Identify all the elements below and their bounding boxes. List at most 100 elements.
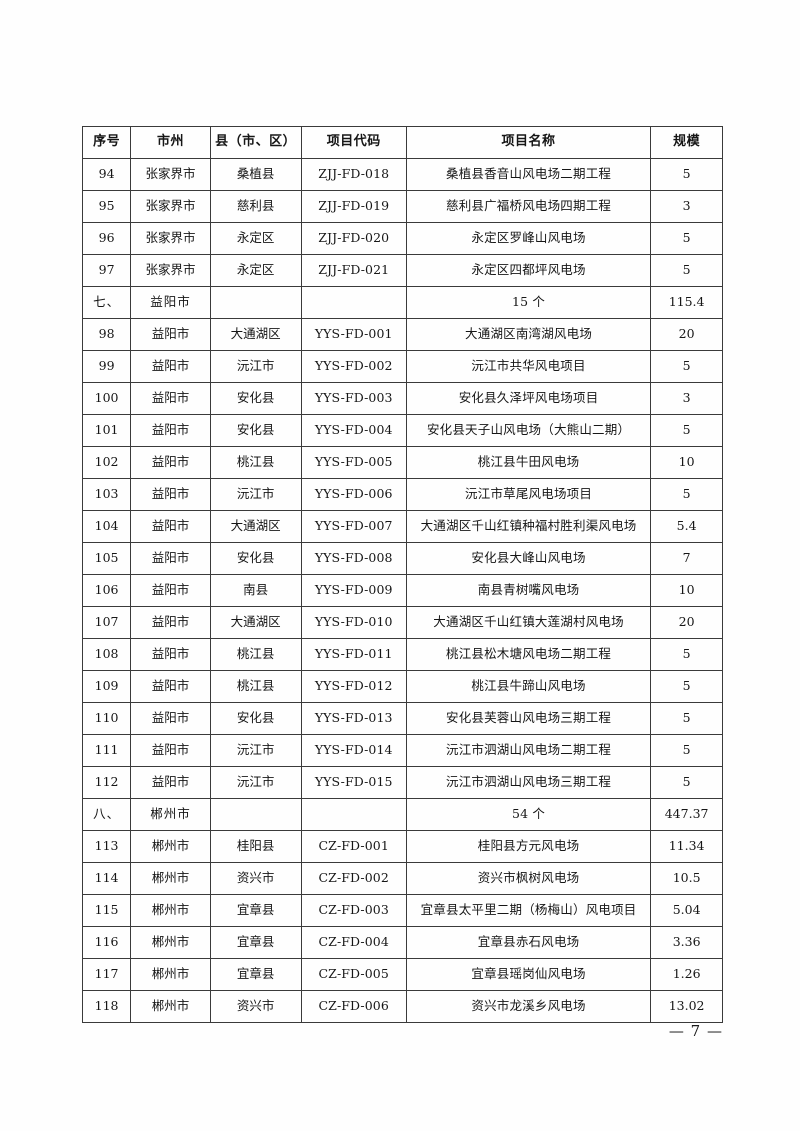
- table-row: 104 益阳市 大通湖区 YYS-FD-007 大通湖区千山红镇种福村胜利渠风电场 5.4: [81, 510, 723, 543]
- group-count: 54 个: [405, 798, 652, 831]
- cell-scale: 13.02: [650, 990, 723, 1023]
- cell-project-code: CZ-FD-002: [300, 862, 407, 895]
- cell-city: 益阳市: [130, 510, 211, 543]
- cell-sequence: 94: [81, 158, 132, 191]
- cell-project-code: YYS-FD-002: [300, 350, 407, 383]
- cell-city: 益阳市: [130, 414, 211, 447]
- table-row: 118 郴州市 资兴市 CZ-FD-006 资兴市龙溪乡风电场 13.02: [81, 990, 723, 1023]
- group-index: 七、: [81, 286, 132, 319]
- cell-sequence: 95: [81, 190, 132, 223]
- cell-project-code: CZ-FD-005: [300, 958, 407, 991]
- cell-project-code: CZ-FD-001: [300, 830, 407, 863]
- cell-scale: 20: [650, 606, 723, 639]
- table-row: 110 益阳市 安化县 YYS-FD-013 安化县芙蓉山风电场三期工程 5: [81, 702, 723, 735]
- cell-project-name: 沅江市共华风电项目: [405, 350, 652, 383]
- cell-city: 郴州市: [130, 862, 211, 895]
- cell-scale: 10: [650, 574, 723, 607]
- cell-project-name: 桂阳县方元风电场: [405, 830, 652, 863]
- cell-scale: 11.34: [650, 830, 723, 863]
- cell-project-name: 大通湖区千山红镇大莲湖村风电场: [405, 606, 652, 639]
- cell-scale: 1.26: [650, 958, 723, 991]
- cell-project-code: ZJJ-FD-019: [300, 190, 407, 223]
- group-total-scale: 447.37: [650, 798, 723, 831]
- cell-city: 益阳市: [130, 478, 211, 511]
- cell-project-name: 宜章县瑶岗仙风电场: [405, 958, 652, 991]
- table-group-row: 八、 郴州市 54 个 447.37: [81, 798, 723, 831]
- table-row: 116 郴州市 宜章县 CZ-FD-004 宜章县赤石风电场 3.36: [81, 926, 723, 959]
- cell-project-code: YYS-FD-005: [300, 446, 407, 479]
- cell-county: 南县: [209, 574, 302, 607]
- cell-sequence: 107: [81, 606, 132, 639]
- table-row: 99 益阳市 沅江市 YYS-FD-002 沅江市共华风电项目 5: [81, 350, 723, 383]
- cell-scale: 5: [650, 638, 723, 671]
- table-row: 117 郴州市 宜章县 CZ-FD-005 宜章县瑶岗仙风电场 1.26: [81, 958, 723, 991]
- table-row: 105 益阳市 安化县 YYS-FD-008 安化县大峰山风电场 7: [81, 542, 723, 575]
- group-index: 八、: [81, 798, 132, 831]
- cell-project-code: YYS-FD-010: [300, 606, 407, 639]
- cell-project-code: ZJJ-FD-020: [300, 222, 407, 255]
- cell-county: 永定区: [209, 254, 302, 287]
- column-header-city: 市州: [130, 126, 211, 159]
- cell-scale: 5: [650, 478, 723, 511]
- cell-county: 桂阳县: [209, 830, 302, 863]
- cell-county: 桑植县: [209, 158, 302, 191]
- cell-project-name: 桃江县牛田风电场: [405, 446, 652, 479]
- cell-city: 张家界市: [130, 222, 211, 255]
- table-body: 94 张家界市 桑植县 ZJJ-FD-018 桑植县香音山风电场二期工程 5 95 张家界市慈…: [81, 158, 723, 1023]
- cell-sequence: 96: [81, 222, 132, 255]
- column-header-project-name: 项目名称: [405, 126, 652, 159]
- cell-county: 桃江县: [209, 446, 302, 479]
- table-row: 101 益阳市 安化县 YYS-FD-004 安化县天子山风电场（大熊山二期） 5: [81, 414, 723, 447]
- cell-project-code: ZJJ-FD-021: [300, 254, 407, 287]
- cell-county: 沅江市: [209, 766, 302, 799]
- cell-project-code: YYS-FD-007: [300, 510, 407, 543]
- cell-county: 永定区: [209, 222, 302, 255]
- cell-project-name: 大通湖区南湾湖风电场: [405, 318, 652, 351]
- cell-scale: 10.5: [650, 862, 723, 895]
- cell-project-name: 安化县芙蓉山风电场三期工程: [405, 702, 652, 735]
- cell-city: 张家界市: [130, 254, 211, 287]
- group-count: 15 个: [405, 286, 652, 319]
- table-row: 102 益阳市 桃江县 YYS-FD-005 桃江县牛田风电场 10: [81, 446, 723, 479]
- cell-city: 益阳市: [130, 382, 211, 415]
- cell-sequence: 114: [81, 862, 132, 895]
- cell-scale: 3: [650, 190, 723, 223]
- group-project-code: [300, 286, 407, 319]
- cell-county: 资兴市: [209, 990, 302, 1023]
- cell-project-name: 桃江县松木塘风电场二期工程: [405, 638, 652, 671]
- cell-project-code: YYS-FD-012: [300, 670, 407, 703]
- table-row: 98 益阳市 大通湖区 YYS-FD-001 大通湖区南湾湖风电场 20: [81, 318, 723, 351]
- table-row: 112 益阳市 沅江市 YYS-FD-015 沅江市泗湖山风电场三期工程 5: [81, 766, 723, 799]
- cell-city: 益阳市: [130, 318, 211, 351]
- table-row: 97 张家界市 永定区 ZJJ-FD-021 永定区四都坪风电场 5: [81, 254, 723, 287]
- cell-county: 资兴市: [209, 862, 302, 895]
- cell-sequence: 104: [81, 510, 132, 543]
- cell-project-code: YYS-FD-015: [300, 766, 407, 799]
- cell-city: 益阳市: [130, 606, 211, 639]
- cell-project-code: ZJJ-FD-018: [300, 158, 407, 191]
- cell-scale: 5: [650, 414, 723, 447]
- cell-project-code: CZ-FD-006: [300, 990, 407, 1023]
- cell-county: 沅江市: [209, 350, 302, 383]
- cell-city: 益阳市: [130, 638, 211, 671]
- cell-county: 安化县: [209, 702, 302, 735]
- cell-scale: 3.36: [650, 926, 723, 959]
- cell-scale: 5.04: [650, 894, 723, 927]
- cell-project-name: 南县青树嘴风电场: [405, 574, 652, 607]
- cell-city: 张家界市: [130, 190, 211, 223]
- cell-sequence: 116: [81, 926, 132, 959]
- cell-sequence: 110: [81, 702, 132, 735]
- cell-project-code: CZ-FD-003: [300, 894, 407, 927]
- cell-city: 益阳市: [130, 734, 211, 767]
- table-row: 113 郴州市 桂阳县 CZ-FD-001 桂阳县方元风电场 11.34: [81, 830, 723, 863]
- cell-county: 沅江市: [209, 478, 302, 511]
- table-row: 96 张家界市 永定区 ZJJ-FD-020 永定区罗峰山风电场 5: [81, 222, 723, 255]
- cell-sequence: 97: [81, 254, 132, 287]
- group-total-scale: 115.4: [650, 286, 723, 319]
- cell-project-name: 资兴市龙溪乡风电场: [405, 990, 652, 1023]
- column-header-sequence: 序号: [81, 126, 132, 159]
- wind-power-project-table: 序号 市州 县（市、区） 项目代码 项目名称 规模 94 张家界市 桑植县 ZJJ-F…: [81, 126, 723, 1023]
- table-row: 107 益阳市 大通湖区 YYS-FD-010 大通湖区千山红镇大莲湖村风电场 20: [81, 606, 723, 639]
- cell-project-name: 安化县天子山风电场（大熊山二期）: [405, 414, 652, 447]
